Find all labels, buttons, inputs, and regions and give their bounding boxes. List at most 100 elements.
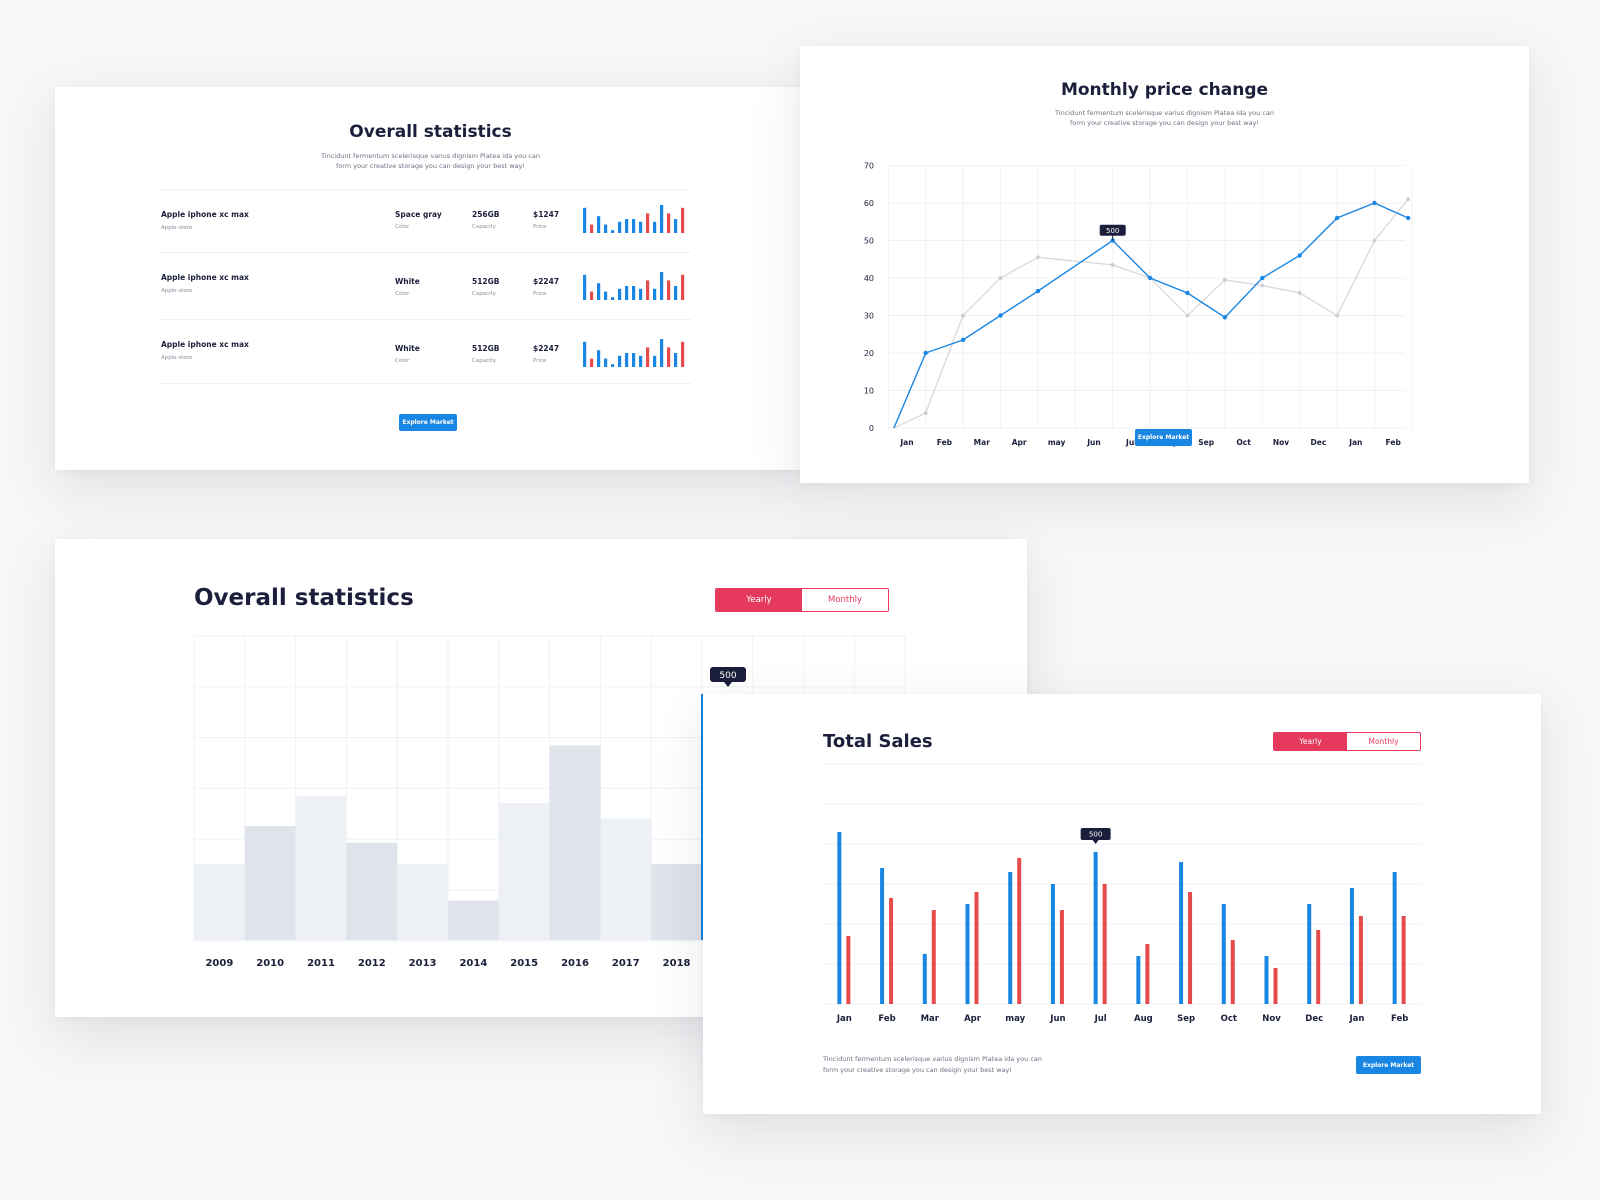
- series-line-gray: [893, 198, 1409, 429]
- sales-bar-red: [889, 898, 894, 1004]
- sparkline-bar: [604, 291, 608, 300]
- toggle-monthly[interactable]: Monthly: [827, 595, 863, 605]
- data-point: [1260, 275, 1265, 281]
- year-bar: [448, 900, 499, 940]
- sparkline-bar: [611, 364, 615, 367]
- x-tick-label: Aug: [1134, 1014, 1153, 1024]
- sparkline-bar: [667, 280, 671, 300]
- x-tick-label: Feb: [937, 438, 953, 447]
- price-cell: $2247 Price: [533, 277, 560, 297]
- data-point: [961, 313, 966, 318]
- capacity-cell: 512GB Capacity: [472, 277, 500, 297]
- highlight-line: [701, 694, 704, 940]
- sales-bar-red: [1059, 910, 1064, 1004]
- product-row[interactable]: Apple iphone xc max Apple store White Co…: [161, 252, 691, 317]
- y-tick-label: 0: [869, 424, 874, 433]
- product-row[interactable]: Apple iphone xc max Apple store White Co…: [161, 319, 691, 384]
- x-tick-label: Mar: [974, 438, 991, 447]
- monthly-price-change-card: Monthly price change Tincidunt fermentum…: [800, 46, 1529, 483]
- sparkline-bar: [646, 280, 650, 300]
- sales-bar-red: [1230, 940, 1235, 1004]
- data-point: [1222, 277, 1227, 282]
- sales-bar-blue: [965, 904, 970, 1004]
- sparkline-chart: [583, 272, 685, 300]
- x-tick-label: may: [1005, 1014, 1025, 1024]
- sparkline-bar: [590, 358, 594, 367]
- x-tick-label: Jan: [836, 1014, 852, 1024]
- sparkline-bar: [597, 216, 601, 233]
- year-bar: [600, 818, 652, 940]
- explore-market-button[interactable]: Explore Market: [1135, 429, 1192, 446]
- x-tick-label: Jun: [1086, 438, 1100, 447]
- x-tick-label: Dec: [1311, 438, 1327, 447]
- sales-bar-red: [1145, 944, 1150, 1004]
- sales-bar-blue: [880, 868, 885, 1004]
- sales-bar-blue: [1179, 862, 1184, 1004]
- sales-bar-blue: [1307, 904, 1312, 1004]
- sparkline-bar: [625, 353, 629, 367]
- product-name: Apple iphone xc max: [161, 340, 249, 349]
- toggle-yearly[interactable]: Yearly: [1274, 733, 1347, 750]
- explore-market-button[interactable]: Explore Market: [399, 414, 457, 431]
- x-tick-label: 2012: [358, 958, 386, 969]
- x-tick-label: 2010: [256, 958, 284, 969]
- data-point: [1185, 313, 1190, 318]
- sales-bar-red: [931, 910, 936, 1004]
- data-point: [1185, 290, 1190, 296]
- toggle-yearly[interactable]: Yearly: [716, 589, 802, 611]
- year-bar: [346, 842, 398, 940]
- sparkline-bar: [660, 339, 664, 367]
- sparkline-bar: [583, 207, 587, 233]
- data-point: [1297, 253, 1302, 258]
- year-bar: [194, 864, 245, 940]
- product-row[interactable]: Apple iphone xc max Apple store Space gr…: [161, 189, 691, 254]
- x-tick-label: Jul: [1094, 1014, 1107, 1024]
- card-title: Total Sales: [823, 731, 933, 752]
- x-tick-label: may: [1048, 438, 1066, 447]
- sparkline-bar: [681, 341, 685, 367]
- tooltip-badge: [710, 667, 746, 682]
- explore-market-button[interactable]: Explore Market: [1356, 1056, 1421, 1074]
- x-tick-label: Oct: [1221, 1014, 1237, 1024]
- sales-bar-red: [846, 936, 851, 1004]
- yearly-bar-chart: 2009 2010 2011 2012 2013 2014 2015 2016 2017 2018…: [193, 635, 906, 969]
- sparkline-bar: [597, 350, 601, 367]
- sparkline-bar: [604, 358, 608, 367]
- card-title: Overall statistics: [349, 122, 512, 142]
- year-bar: [498, 803, 550, 940]
- product-store: Apple store: [161, 288, 193, 294]
- sparkline-bar: [632, 353, 636, 367]
- x-tick-label: 2011: [307, 958, 335, 969]
- sparkline-bar: [625, 219, 629, 233]
- tooltip-label: 500: [1089, 831, 1102, 839]
- sparkline-bar: [667, 213, 671, 233]
- x-tick-label: Dec: [1305, 1014, 1323, 1024]
- data-point: [1406, 197, 1411, 202]
- price-cell: $2247 Price: [533, 344, 560, 364]
- data-point: [1260, 283, 1265, 288]
- sales-bar-red: [1188, 892, 1193, 1004]
- sales-bar-blue: [1221, 904, 1226, 1004]
- x-tick-label: Sep: [1198, 438, 1214, 447]
- sales-bar-chart: Jan Feb Mar Apr may Jun Jul Aug Sep Oct Nov Dec Jan F…: [823, 763, 1421, 1024]
- sparkline-bar: [590, 224, 594, 233]
- sparkline-bar: [667, 347, 671, 367]
- sparkline-bar: [604, 224, 608, 233]
- data-point: [1222, 315, 1228, 320]
- price-cell: $1247 Price: [533, 210, 560, 230]
- color-cell: White Color: [395, 277, 420, 297]
- x-tick-label: 2015: [510, 958, 538, 969]
- sparkline-bar: [632, 219, 636, 233]
- sales-bar-red: [974, 892, 979, 1004]
- data-point: [1334, 215, 1340, 221]
- data-point: [998, 276, 1003, 280]
- x-tick-label: Nov: [1273, 438, 1289, 447]
- data-point: [998, 313, 1003, 318]
- sparkline-bar: [653, 221, 657, 233]
- data-point: [1147, 275, 1153, 281]
- data-point: [960, 337, 966, 343]
- capacity-cell: 256GB Capacity: [472, 210, 500, 230]
- sales-bar-blue: [1349, 888, 1354, 1004]
- sparkline-bar: [618, 221, 622, 233]
- toggle-monthly[interactable]: Monthly: [1368, 737, 1399, 746]
